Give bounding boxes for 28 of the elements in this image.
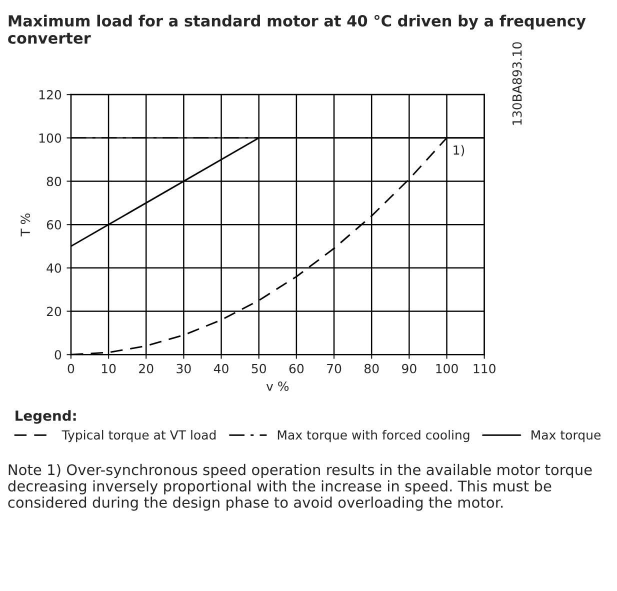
y-tick-label: 0 [54, 350, 62, 360]
x-tick-label: 0 [68, 364, 74, 374]
legend-label: Max torque with forced cooling [278, 430, 470, 442]
x-tick-label: 80 [364, 364, 379, 374]
y-tick-label: 60 [46, 220, 62, 230]
annotation: 1) [454, 145, 464, 156]
text: Note 1) Over-synchronous speed operation results in the available motor torque decreasing inversely proportional with the increase in speed. This must be considered during the design phase to avoid overloading the motor. [8, 464, 592, 511]
legend-title: Legend: [16, 410, 76, 424]
x-tick-label: 20 [139, 364, 154, 374]
text: 130BA893.10 [512, 42, 522, 125]
y-tick-label: 120 [39, 90, 62, 100]
y-tick-label: 20 [46, 306, 62, 316]
x-tick-label: 50 [252, 364, 266, 374]
legend-label: Typical torque at VT load [62, 430, 216, 442]
y-tick-label: 80 [46, 176, 62, 186]
x-tick-label: 10 [102, 364, 116, 374]
x-tick-label: 110 [474, 364, 496, 374]
y-tick-label: 100 [39, 133, 62, 143]
x-tick-label: 40 [214, 364, 228, 374]
legend-label: Max torque [532, 430, 601, 442]
x-axis-title: v % [266, 382, 289, 391]
x-tick-label: 30 [176, 364, 191, 374]
x-tick-label: 70 [327, 364, 342, 374]
x-tick-label: 60 [289, 364, 304, 374]
x-tick-label: 90 [402, 364, 416, 374]
y-axis-title: T % [20, 214, 30, 236]
y-tick-label: 40 [46, 263, 62, 273]
x-tick-label: 100 [436, 364, 458, 374]
